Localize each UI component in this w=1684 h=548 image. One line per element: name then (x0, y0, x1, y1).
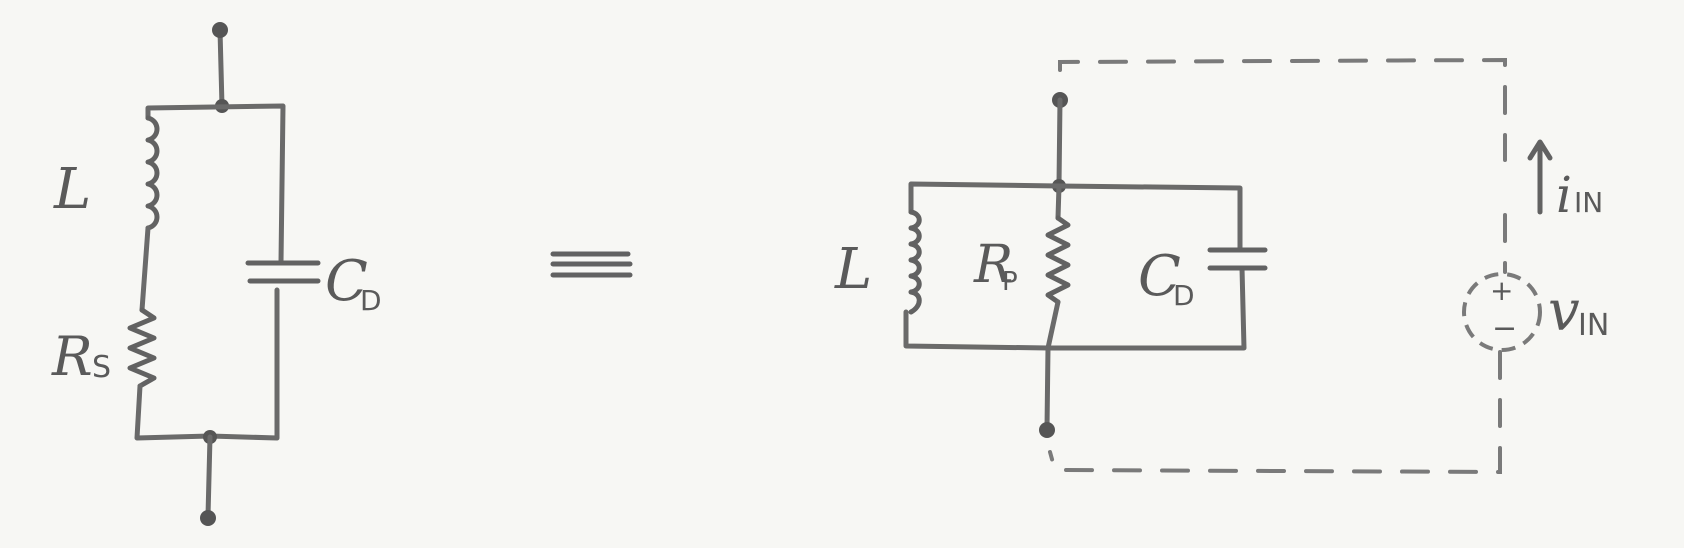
source-loop-top (1058, 57, 1507, 162)
left-resistor-subscript: S (92, 350, 111, 385)
left-top-rail (145, 103, 286, 265)
equivalence-symbol-text: ≡ (625, 249, 626, 251)
left-bottom-lead (205, 434, 213, 519)
left-capacitor-label: C (325, 249, 368, 314)
right-bottom-terminal (1039, 422, 1055, 438)
equivalence-symbol: ≡ (550, 249, 633, 278)
left-inductor (145, 115, 160, 231)
left-resistor-label: R (51, 325, 93, 388)
right-capacitor-subscript: D (1173, 279, 1195, 312)
left-bottom-terminal (200, 510, 216, 526)
voltage-source-circle (1462, 272, 1542, 352)
left-bottom-rail (134, 287, 280, 441)
right-resistor (1045, 215, 1071, 305)
right-resistor-subscript: P (1002, 267, 1018, 297)
left-capacitor-subscript: D (360, 284, 382, 317)
voltage-source-minus: − (1492, 311, 1517, 346)
right-capacitor-label: C (1138, 244, 1181, 309)
current-arrow-icon (1527, 139, 1553, 161)
left-top-terminal (212, 22, 228, 38)
right-inductor (908, 209, 922, 315)
left-circuit: L R S C D (51, 22, 382, 526)
left-top-lead (217, 27, 225, 109)
current-label: i (1556, 166, 1572, 224)
voltage-source-plus: + (1490, 274, 1513, 307)
right-wire-from-resistor (1045, 299, 1061, 351)
voltage-subscript: IN (1578, 308, 1609, 343)
right-circuit: + − L R P C D i IN v IN (834, 57, 1609, 475)
right-wire-to-resistor (1055, 183, 1062, 221)
left-resistor (127, 307, 157, 389)
right-top-lead (1056, 97, 1063, 188)
right-inductor-label: L (834, 237, 872, 302)
current-subscript: IN (1574, 186, 1603, 219)
right-top-rail (908, 181, 1243, 253)
source-loop-bottom (1048, 350, 1502, 475)
voltage-label: v (1548, 279, 1580, 344)
left-inductor-label: L (53, 157, 91, 222)
left-wire-l-to-r (139, 225, 151, 313)
right-resistor-label: R (973, 235, 1013, 295)
right-bottom-lead (1044, 345, 1051, 431)
